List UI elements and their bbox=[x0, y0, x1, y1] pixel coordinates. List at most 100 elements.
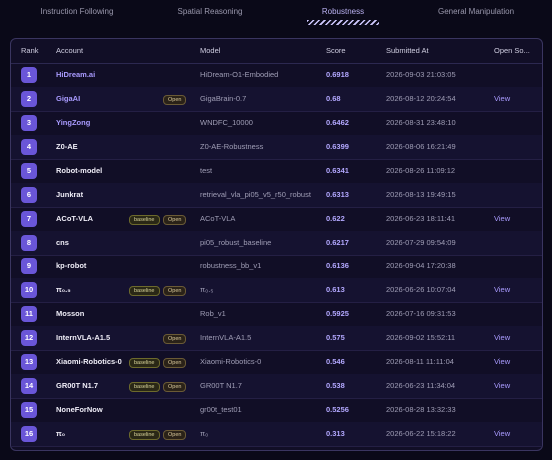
column-header: Submitted At bbox=[386, 46, 429, 55]
submitted-at: 2026-08-13 19:49:15 bbox=[386, 189, 456, 199]
model-name: Z0-AE-Robustness bbox=[200, 141, 264, 151]
rank-badge: 7 bbox=[21, 210, 37, 227]
model-name: GigaBrain-0.7 bbox=[200, 93, 247, 103]
model-name: WNDFC_10000 bbox=[200, 117, 253, 127]
account-name[interactable]: NoneForNow bbox=[56, 405, 103, 415]
score: 0.546 bbox=[326, 357, 345, 367]
score: 0.6918 bbox=[326, 70, 349, 79]
submitted-at: 2026-07-16 09:31:53 bbox=[386, 309, 456, 319]
rank-badge: 14 bbox=[21, 378, 37, 395]
leaderboard-table: Rank Account Model Score Submitted At Open So… bbox=[10, 38, 543, 451]
model-name: HiDream-O1-Embodied bbox=[200, 70, 279, 79]
account-name[interactable]: Z0-AE bbox=[56, 141, 78, 151]
rank-badge: 1 bbox=[21, 67, 37, 83]
tag: Open bbox=[163, 382, 187, 393]
table-row: 6 Junkrat retrieval_vla_pi05_v5_r50_robust… bbox=[11, 182, 542, 208]
submitted-at: 2026-09-02 15:52:11 bbox=[386, 333, 456, 343]
tag: baseline bbox=[129, 429, 160, 440]
model-name: pi05_robust_baseline bbox=[200, 237, 272, 247]
model-name: π₀.₅ bbox=[200, 285, 214, 295]
tab[interactable]: Instruction Following bbox=[40, 7, 114, 16]
model-name: gr00t_test01 bbox=[200, 405, 242, 415]
account-name[interactable]: Robot-model bbox=[56, 165, 103, 175]
view-link[interactable]: View bbox=[494, 333, 511, 343]
submitted-at: 2026-08-12 20:24:54 bbox=[386, 93, 456, 103]
table-row: 9 kp-robot robustness_bb_v1 0.6136 2026-09-0… bbox=[11, 254, 542, 280]
model-name: Rob_v1 bbox=[200, 309, 226, 319]
score: 0.6136 bbox=[326, 261, 349, 271]
model-name: Xiaomi-Robotics-0 bbox=[200, 357, 262, 367]
column-header: Rank bbox=[21, 46, 39, 55]
table-row: 11 Mosson Rob_v1 0.5925 2026-07-16 09:31:53 bbox=[11, 302, 542, 328]
submitted-at: 2026-08-11 11:11:04 bbox=[386, 357, 454, 367]
table-row: 10 π₀.₅ Open baseline π₀.₅ 0.613 2026-06-26 10… bbox=[11, 278, 542, 304]
model-name: GR00T N1.7 bbox=[200, 381, 242, 391]
tag: Open bbox=[163, 334, 187, 345]
column-header: Model bbox=[200, 46, 221, 55]
account-name[interactable]: cns bbox=[56, 237, 69, 247]
score: 0.5256 bbox=[326, 405, 349, 415]
rank-badge: 13 bbox=[21, 354, 37, 371]
submitted-at: 2026-08-26 11:09:12 bbox=[386, 165, 456, 175]
tag: baseline bbox=[129, 286, 160, 297]
view-link[interactable]: View bbox=[494, 428, 511, 438]
table-row: 14 GR00T N1.7 Open baseline GR00T N1.7 0.538 2… bbox=[11, 374, 542, 400]
submitted-at: 2026-06-22 15:18:22 bbox=[386, 428, 456, 438]
score: 0.538 bbox=[326, 381, 345, 391]
rank-badge: 10 bbox=[21, 282, 37, 299]
tab[interactable]: General Manipulation bbox=[437, 7, 515, 16]
tag: Open bbox=[163, 358, 187, 369]
rank-badge: 4 bbox=[21, 138, 37, 155]
score: 0.575 bbox=[326, 333, 345, 343]
account-name[interactable]: Mosson bbox=[56, 309, 85, 319]
view-link[interactable]: View bbox=[494, 93, 511, 103]
view-link[interactable]: View bbox=[494, 285, 511, 295]
account-name[interactable]: kp-robot bbox=[56, 261, 87, 271]
account-name[interactable]: π₀.₅ bbox=[56, 285, 71, 295]
account-name[interactable]: ACoT-VLA bbox=[56, 213, 94, 223]
submitted-at: 2026-06-23 11:34:04 bbox=[386, 381, 456, 391]
account-name[interactable]: π₀ bbox=[56, 428, 66, 438]
rank-badge: 3 bbox=[21, 114, 37, 131]
view-link[interactable]: View bbox=[494, 357, 511, 367]
tag: Open bbox=[163, 286, 187, 297]
column-header: Open So... bbox=[494, 46, 530, 55]
table-row: 13 Xiaomi-Robotics-0 Open baseline Xiaomi-Ro… bbox=[11, 350, 542, 376]
account-name[interactable]: GR00T N1.7 bbox=[56, 381, 99, 391]
table-row: 3 YingZong WNDFC_10000 0.6462 2026-08-31 23:… bbox=[11, 111, 542, 136]
model-name: retrieval_vla_pi05_v5_r50_robust bbox=[200, 189, 311, 199]
account-name[interactable]: InternVLA-A1.5 bbox=[56, 333, 111, 343]
rank-badge: 16 bbox=[21, 425, 37, 442]
view-link[interactable]: View bbox=[494, 213, 511, 223]
rank-badge: 5 bbox=[21, 162, 37, 179]
account-name[interactable]: GigaAI bbox=[56, 93, 81, 103]
active-tab-indicator bbox=[307, 20, 379, 25]
tab[interactable]: Robustness bbox=[321, 7, 365, 16]
account-name[interactable]: Xiaomi-Robotics-0 bbox=[56, 357, 122, 367]
account-name[interactable]: Junkrat bbox=[56, 189, 84, 199]
rank-badge: 6 bbox=[21, 186, 37, 203]
column-header: Score bbox=[326, 46, 346, 55]
account-name[interactable]: YingZong bbox=[56, 117, 91, 127]
score: 0.622 bbox=[326, 213, 345, 223]
score: 0.6462 bbox=[326, 117, 349, 127]
tab[interactable]: Spatial Reasoning bbox=[177, 7, 243, 16]
account-name[interactable]: HiDream.ai bbox=[56, 70, 96, 79]
column-header: Account bbox=[56, 46, 84, 55]
rank-badge: 12 bbox=[21, 330, 37, 347]
score: 0.613 bbox=[326, 285, 345, 295]
table-row: 16 π₀ Open baseline π₀ 0.313 2026-06-22 15:18:… bbox=[11, 421, 542, 447]
view-link[interactable]: View bbox=[494, 381, 511, 391]
model-name: ACoT-VLA bbox=[200, 213, 236, 223]
tag: Open bbox=[163, 214, 187, 225]
table-row: 15 NoneForNow gr00t_test01 0.5256 2026-08-28… bbox=[11, 398, 542, 424]
submitted-at: 2026-08-28 13:32:33 bbox=[386, 405, 456, 415]
tag: baseline bbox=[129, 382, 160, 393]
table-row: 8 cns pi05_robust_baseline 0.6217 2026-07-29… bbox=[11, 230, 542, 256]
score: 0.6399 bbox=[326, 141, 349, 151]
tag: Open bbox=[163, 429, 187, 440]
model-name: test bbox=[200, 165, 213, 175]
model-name: InternVLA-A1.5 bbox=[200, 333, 252, 343]
model-name: π₀ bbox=[200, 428, 209, 438]
